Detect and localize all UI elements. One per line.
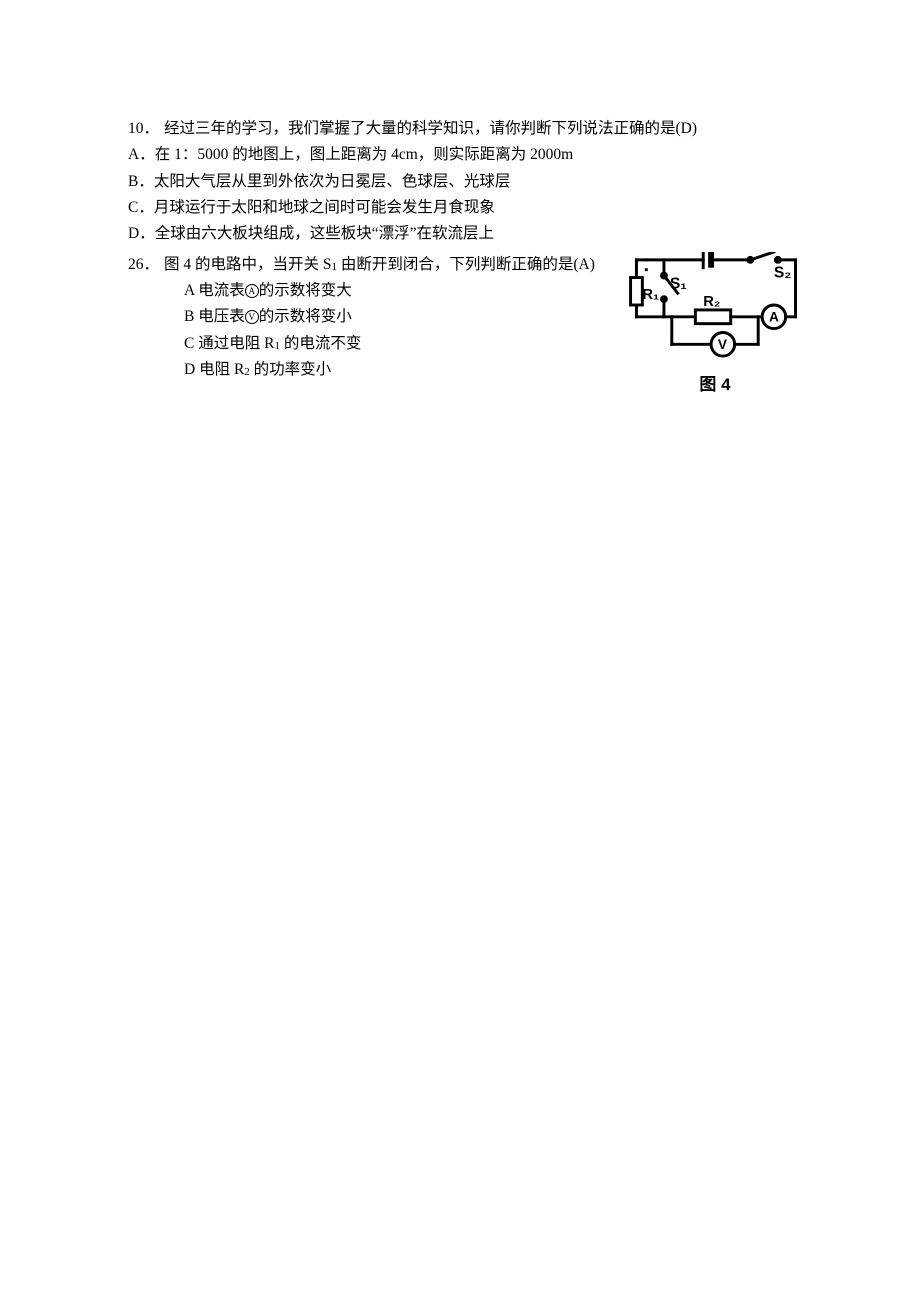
q26-stem-post: 由断开到闭合，下列判断正确的是(A) [337, 256, 595, 273]
q10-stem: 经过三年的学习，我们掌握了大量的科学知识，请你判断下列说法正确的是(D) [164, 116, 800, 142]
circuit-diagram-icon: S₁ S₂ R₁ R₂ A V [626, 252, 804, 360]
label-s2: S₂ [774, 264, 791, 281]
figure-4: S₁ S₂ R₁ R₂ A V 图 4 [626, 252, 804, 382]
q26-d-post: 的功率变小 [250, 361, 331, 378]
q10-number: 10． [128, 116, 164, 142]
figure-4-caption: 图 4 [626, 371, 804, 400]
q10-stem-line: 10． 经过三年的学习，我们掌握了大量的科学知识，请你判断下列说法正确的是(D) [128, 116, 800, 142]
q10-option-a: A．在 1：5000 的地图上，图上距离为 4cm，则实际距离为 2000m [128, 142, 800, 168]
q26-b-pre: B 电压表 [184, 308, 245, 325]
q10-option-b: B．太阳大气层从里到外依次为日冕层、色球层、光球层 [128, 169, 800, 195]
label-ammeter: A [769, 309, 779, 324]
question-26: 26． 图 4 的电路中，当开关 S1 由断开到闭合，下列判断正确的是(A) A… [128, 252, 800, 384]
q26-a-post: 的示数将变大 [259, 282, 352, 299]
q26-a-pre: A 电流表 [184, 282, 245, 299]
label-voltmeter: V [718, 337, 728, 352]
q10-option-c: C．月球运行于太阳和地球之间时可能会发生月食现象 [128, 195, 800, 221]
voltmeter-icon: V [245, 310, 259, 324]
label-r1: R₁ [642, 287, 659, 303]
q26-b-post: 的示数将变小 [259, 308, 352, 325]
q26-c-post: 的电流不变 [280, 335, 361, 352]
q26-stem: 图 4 的电路中，当开关 S1 由断开到闭合，下列判断正确的是(A) [164, 252, 610, 278]
q26-stem-pre: 图 4 的电路中，当开关 S [164, 256, 332, 273]
q10-option-d: D．全球由六大板块组成，这些板块“漂浮”在软流层上 [128, 221, 800, 247]
ammeter-icon: A [245, 284, 259, 298]
question-10: 10． 经过三年的学习，我们掌握了大量的科学知识，请你判断下列说法正确的是(D)… [128, 116, 800, 248]
q26-number: 26． [128, 252, 164, 278]
label-s1: S₁ [670, 275, 687, 292]
q26-d-pre: D 电阻 R [184, 361, 244, 378]
label-r2: R₂ [703, 294, 720, 310]
q26-c-pre: C 通过电阻 R [184, 335, 274, 352]
